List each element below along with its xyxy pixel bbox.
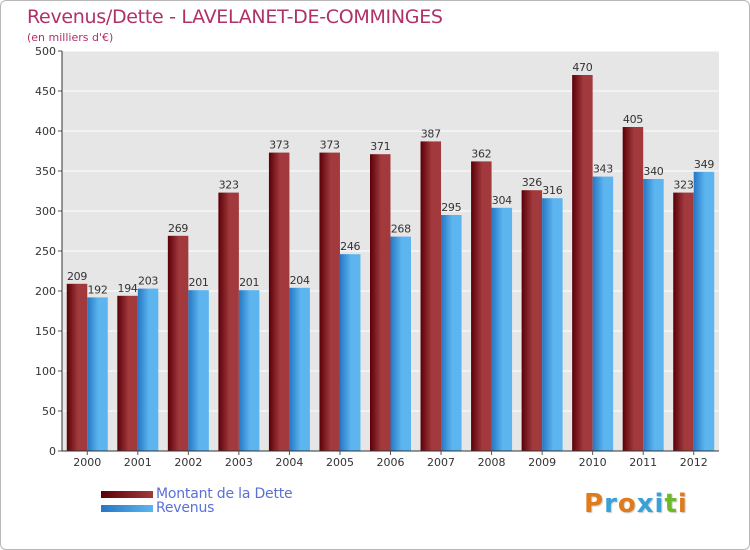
chart-subtitle: (en milliers d'€) <box>27 31 114 44</box>
bar-revenue-2004 <box>289 287 310 451</box>
x-tick-label: 2007 <box>427 456 455 469</box>
bar-debt-2010 <box>572 75 593 451</box>
bar-debt-2001 <box>117 295 138 451</box>
data-label-revenue-2005: 246 <box>340 240 360 253</box>
chart-title: Revenus/Dette - LAVELANET-DE-COMMINGES <box>27 6 443 28</box>
bar-revenue-2009 <box>542 198 563 451</box>
proxiti-logo: Proxiti <box>584 489 688 519</box>
data-label-debt-2001: 194 <box>118 282 138 295</box>
x-tick-label: 2001 <box>124 456 152 469</box>
bar-revenue-2011 <box>643 179 664 451</box>
x-tick-label: 2011 <box>629 456 657 469</box>
x-tick-label: 2006 <box>377 456 405 469</box>
legend: Montant de la Dette Revenus <box>101 486 293 516</box>
data-label-debt-2003: 323 <box>219 179 239 192</box>
bar-debt-2008 <box>471 161 492 451</box>
x-tick-label: 2010 <box>579 456 607 469</box>
bar-debt-2006 <box>370 154 391 451</box>
y-tick-label: 400 <box>35 125 56 138</box>
bar-revenue-2012 <box>693 171 715 452</box>
bar-revenue-2000 <box>87 297 108 451</box>
data-label-debt-2009: 326 <box>522 176 542 189</box>
legend-item-debt: Montant de la Dette <box>101 486 293 502</box>
data-label-debt-2007: 387 <box>421 127 441 140</box>
y-tick-label: 250 <box>35 245 56 258</box>
data-label-debt-2000: 209 <box>67 270 87 283</box>
data-label-debt-2006: 371 <box>370 140 390 153</box>
x-tick-label: 2002 <box>174 456 202 469</box>
bar-debt-2004 <box>268 152 290 451</box>
bar-revenue-2006 <box>390 236 411 451</box>
bar-revenue-2010 <box>592 176 614 451</box>
legend-swatch-debt <box>101 490 153 498</box>
x-tick-label: 2012 <box>680 456 708 469</box>
data-label-debt-2010: 470 <box>572 61 592 74</box>
bar-revenue-2003 <box>238 290 260 451</box>
y-tick-label: 50 <box>42 405 56 418</box>
data-label-revenue-2009: 316 <box>542 184 562 197</box>
data-label-revenue-2001: 203 <box>138 275 158 288</box>
x-tick-label: 2003 <box>225 456 253 469</box>
bar-debt-2011 <box>622 127 644 451</box>
bar-revenue-2005 <box>339 254 361 451</box>
data-label-revenue-2002: 201 <box>189 276 209 289</box>
data-label-revenue-2008: 304 <box>492 194 512 207</box>
data-label-revenue-2011: 340 <box>643 165 663 178</box>
x-tick-label: 2009 <box>528 456 556 469</box>
bar-debt-2002 <box>167 235 189 451</box>
legend-swatch-revenue <box>101 504 153 512</box>
y-tick-label: 200 <box>35 285 56 298</box>
y-tick-label: 500 <box>35 45 56 58</box>
bar-revenue-2008 <box>491 207 513 451</box>
bar-revenue-2007 <box>441 215 462 451</box>
data-label-revenue-2012: 349 <box>694 158 714 171</box>
bar-debt-2007 <box>420 141 442 451</box>
x-tick-label: 2000 <box>73 456 101 469</box>
x-tick-label: 2005 <box>326 456 354 469</box>
data-label-debt-2004: 373 <box>269 139 289 152</box>
data-label-revenue-2006: 268 <box>391 223 411 236</box>
data-label-debt-2005: 373 <box>320 139 340 152</box>
y-tick-label: 100 <box>35 365 56 378</box>
y-tick-label: 350 <box>35 165 56 178</box>
bar-debt-2012 <box>673 192 694 451</box>
data-label-debt-2011: 405 <box>623 113 643 126</box>
data-label-revenue-2000: 192 <box>87 283 107 296</box>
data-label-debt-2008: 362 <box>471 147 491 160</box>
data-label-revenue-2010: 343 <box>593 163 613 176</box>
x-tick-label: 2008 <box>478 456 506 469</box>
data-label-revenue-2007: 295 <box>441 201 461 214</box>
bar-debt-2005 <box>319 152 340 451</box>
data-label-debt-2002: 269 <box>168 222 188 235</box>
y-tick-label: 450 <box>35 85 56 98</box>
legend-label-revenue: Revenus <box>156 500 215 516</box>
x-tick-label: 2004 <box>275 456 303 469</box>
legend-item-revenue: Revenus <box>101 500 292 516</box>
y-tick-label: 0 <box>49 445 56 458</box>
bar-debt-2000 <box>66 283 88 451</box>
data-label-revenue-2003: 201 <box>239 276 259 289</box>
legend-label-debt: Montant de la Dette <box>156 486 293 502</box>
y-tick-label: 300 <box>35 205 56 218</box>
y-tick-label: 150 <box>35 325 56 338</box>
bar-revenue-2002 <box>188 290 209 451</box>
bar-revenue-2001 <box>137 288 159 451</box>
bar-debt-2009 <box>521 190 543 451</box>
data-label-debt-2012: 323 <box>673 179 693 192</box>
data-label-revenue-2004: 204 <box>290 274 310 287</box>
bar-debt-2003 <box>218 192 239 451</box>
